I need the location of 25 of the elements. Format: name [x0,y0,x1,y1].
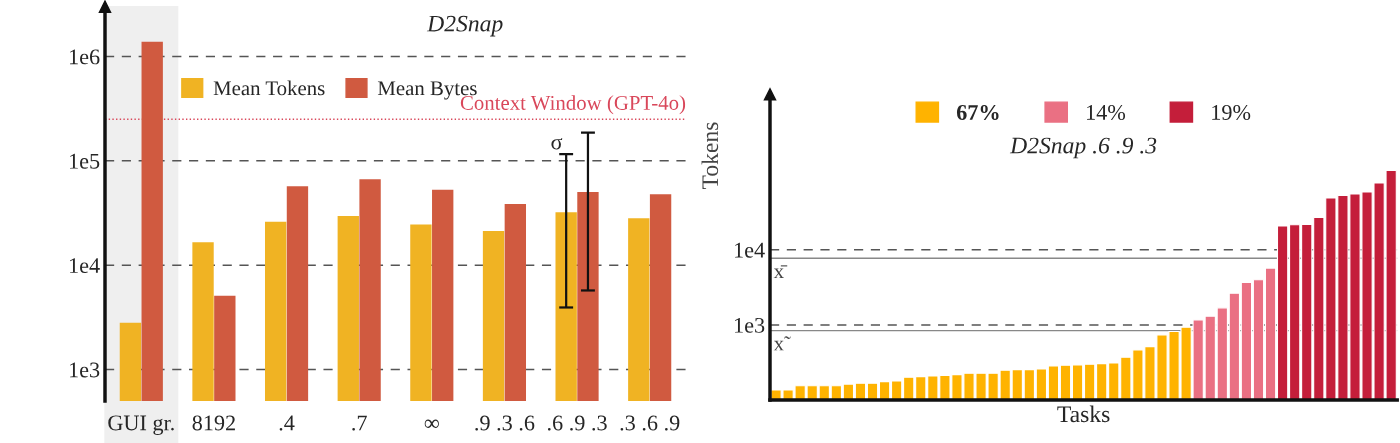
y-tick-label: 1e4 [70,258,100,274]
chart-title: D2Snap [426,15,503,37]
y-tick-label: 1e6 [70,49,100,65]
ref-line-label: x̃ [773,336,791,351]
x-tick-label: ∞ [424,419,439,429]
text: D2Snap .6 .9 .3 [1009,137,1157,159]
y-axis-title: Tokens [701,122,719,189]
annotation: σ [551,137,563,150]
y-tick-label: 1e3 [735,317,765,333]
y-tick-label: 1e4 [735,242,765,258]
x-axis-title: Tasks [1057,405,1110,423]
y-tick-label: 1e5 [70,153,100,169]
x-tick-label: GUI gr. [108,415,174,435]
x-tick-label: .4 [279,415,295,431]
legend-label: Mean Tokens [213,80,325,96]
x-tick-label: .3 .6 .9 [620,415,680,431]
y-tick-label: 1e3 [70,362,100,378]
x-tick-label: .6 .9 .3 [547,415,607,431]
legend-label: 14% [1087,104,1126,120]
legend-label: 19% [1212,104,1251,120]
ref-line-label: x̄ [773,265,788,279]
legend-label: 67% [956,104,999,120]
x-tick-label: .7 [352,415,367,431]
x-tick-label: .9 .3 .6 [475,415,535,431]
x-tick-label: 8192 [192,415,235,431]
